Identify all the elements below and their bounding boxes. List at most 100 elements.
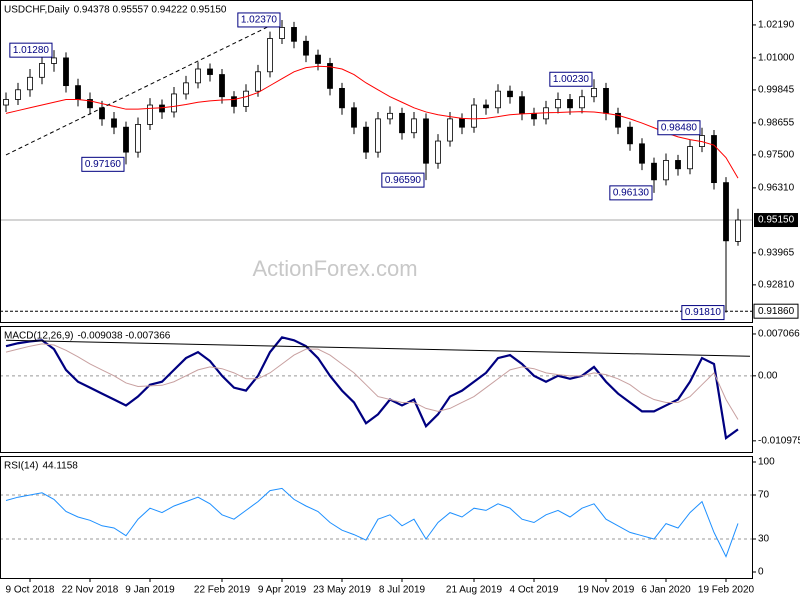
candle-body bbox=[339, 87, 345, 109]
annotation-label: 0.96590 bbox=[385, 175, 422, 186]
y-tick-label: 100 bbox=[758, 457, 775, 468]
trendline bbox=[5, 339, 751, 357]
pane-values: 44.1158 bbox=[42, 461, 78, 472]
pane bbox=[0, 19, 752, 313]
candle-body bbox=[423, 118, 429, 164]
x-tick-label: 22 Feb 2019 bbox=[194, 585, 251, 596]
candle-body bbox=[195, 68, 201, 84]
watermark: ActionForex.com bbox=[252, 256, 417, 281]
candle-body bbox=[363, 126, 369, 153]
x-tick-label: 4 Oct 2019 bbox=[510, 585, 559, 596]
candle-body bbox=[411, 118, 417, 134]
candle-body bbox=[663, 160, 669, 181]
trendline bbox=[5, 19, 283, 156]
candle-body bbox=[183, 82, 189, 95]
annotation-box bbox=[609, 185, 653, 201]
candle-body bbox=[603, 87, 609, 114]
candle-body bbox=[159, 104, 165, 113]
candle-body bbox=[99, 107, 105, 120]
x-tick-label: 9 Oct 2018 bbox=[6, 585, 55, 596]
candle-body bbox=[687, 146, 693, 170]
x-tick-label: 23 May 2019 bbox=[313, 585, 371, 596]
x-tick-label: 19 Feb 2020 bbox=[698, 585, 755, 596]
candle-body bbox=[63, 57, 69, 87]
candle-body bbox=[315, 54, 321, 64]
annotation-label: 0.98480 bbox=[661, 122, 698, 133]
candle-body bbox=[15, 89, 21, 100]
candle-body bbox=[711, 135, 717, 184]
annotation-label: 1.02370 bbox=[241, 15, 278, 26]
candle-body bbox=[255, 71, 261, 92]
support-label-box bbox=[753, 303, 799, 319]
candle-body bbox=[279, 27, 285, 39]
y-tick-label: 0.98655 bbox=[758, 118, 795, 129]
candle-body bbox=[111, 118, 117, 128]
candle-body bbox=[675, 160, 681, 170]
candle-body bbox=[123, 126, 129, 153]
candle-body bbox=[531, 112, 537, 120]
candle-body bbox=[459, 118, 465, 128]
pane-border bbox=[0, 456, 753, 579]
y-tick-label: 1.01000 bbox=[758, 53, 795, 64]
x-tick-label: 9 Jan 2019 bbox=[125, 585, 175, 596]
x-tick-label: 6 Jan 2020 bbox=[641, 585, 691, 596]
candle-body bbox=[75, 85, 81, 100]
candle-body bbox=[435, 140, 441, 164]
price-label-box bbox=[754, 213, 798, 228]
candle-body bbox=[723, 182, 729, 242]
annotation-label: 1.00230 bbox=[553, 74, 590, 85]
candle-body bbox=[471, 104, 477, 128]
annotation-label: 0.91810 bbox=[685, 307, 722, 318]
candle-body bbox=[735, 219, 741, 242]
candle-body bbox=[615, 112, 621, 128]
candle-body bbox=[519, 96, 525, 114]
candle-body bbox=[555, 99, 561, 109]
candle-body bbox=[327, 63, 333, 89]
x-tick-label: 21 Aug 2019 bbox=[446, 585, 503, 596]
candle-body bbox=[303, 40, 309, 56]
candle-body bbox=[3, 99, 9, 106]
annotation-box bbox=[681, 305, 725, 321]
annotation-label: 0.96130 bbox=[613, 188, 650, 199]
candle-body bbox=[375, 118, 381, 153]
candle-body bbox=[495, 90, 501, 109]
pane-title: USDCHF,Daily bbox=[4, 5, 70, 16]
candle-body bbox=[39, 63, 45, 78]
y-tick-label: 0.007066 bbox=[758, 329, 800, 340]
candle-body bbox=[639, 143, 645, 164]
y-tick-label: 1.02190 bbox=[758, 20, 795, 31]
x-tick-label: 8 Jul 2019 bbox=[379, 585, 426, 596]
candle-body bbox=[399, 112, 405, 134]
candle-body bbox=[351, 107, 357, 128]
y-tick-label: -0.010975 bbox=[758, 435, 800, 446]
y-tick-label: 70 bbox=[758, 490, 770, 501]
y-tick-label: 0.99845 bbox=[758, 85, 795, 96]
candle-body bbox=[507, 90, 513, 98]
pane-values: 0.94378 0.95557 0.94222 0.95150 bbox=[74, 5, 227, 16]
annotation-box bbox=[657, 120, 701, 136]
x-tick-label: 19 Nov 2019 bbox=[578, 585, 635, 596]
indicator-line bbox=[5, 336, 739, 440]
pane-border bbox=[0, 0, 753, 323]
candle-body bbox=[627, 126, 633, 145]
y-tick-label: 30 bbox=[758, 534, 770, 545]
price-label: 0.95150 bbox=[758, 215, 795, 226]
candle-body bbox=[147, 104, 153, 125]
candle-body bbox=[231, 96, 237, 107]
candle-body bbox=[567, 99, 573, 109]
pane-border bbox=[0, 326, 753, 453]
annotation-box bbox=[549, 71, 593, 87]
candle-body bbox=[135, 124, 141, 153]
moving-average bbox=[5, 65, 739, 179]
y-tick-label: 0.93965 bbox=[758, 248, 795, 259]
annotation-box bbox=[237, 12, 281, 28]
y-tick-label: 0.92810 bbox=[758, 280, 795, 291]
x-tick-label: 22 Nov 2018 bbox=[62, 585, 119, 596]
pane-values: -0.009038 -0.007366 bbox=[77, 331, 170, 342]
annotation-box bbox=[81, 156, 125, 172]
pane bbox=[0, 487, 752, 558]
candle-body bbox=[243, 90, 249, 107]
